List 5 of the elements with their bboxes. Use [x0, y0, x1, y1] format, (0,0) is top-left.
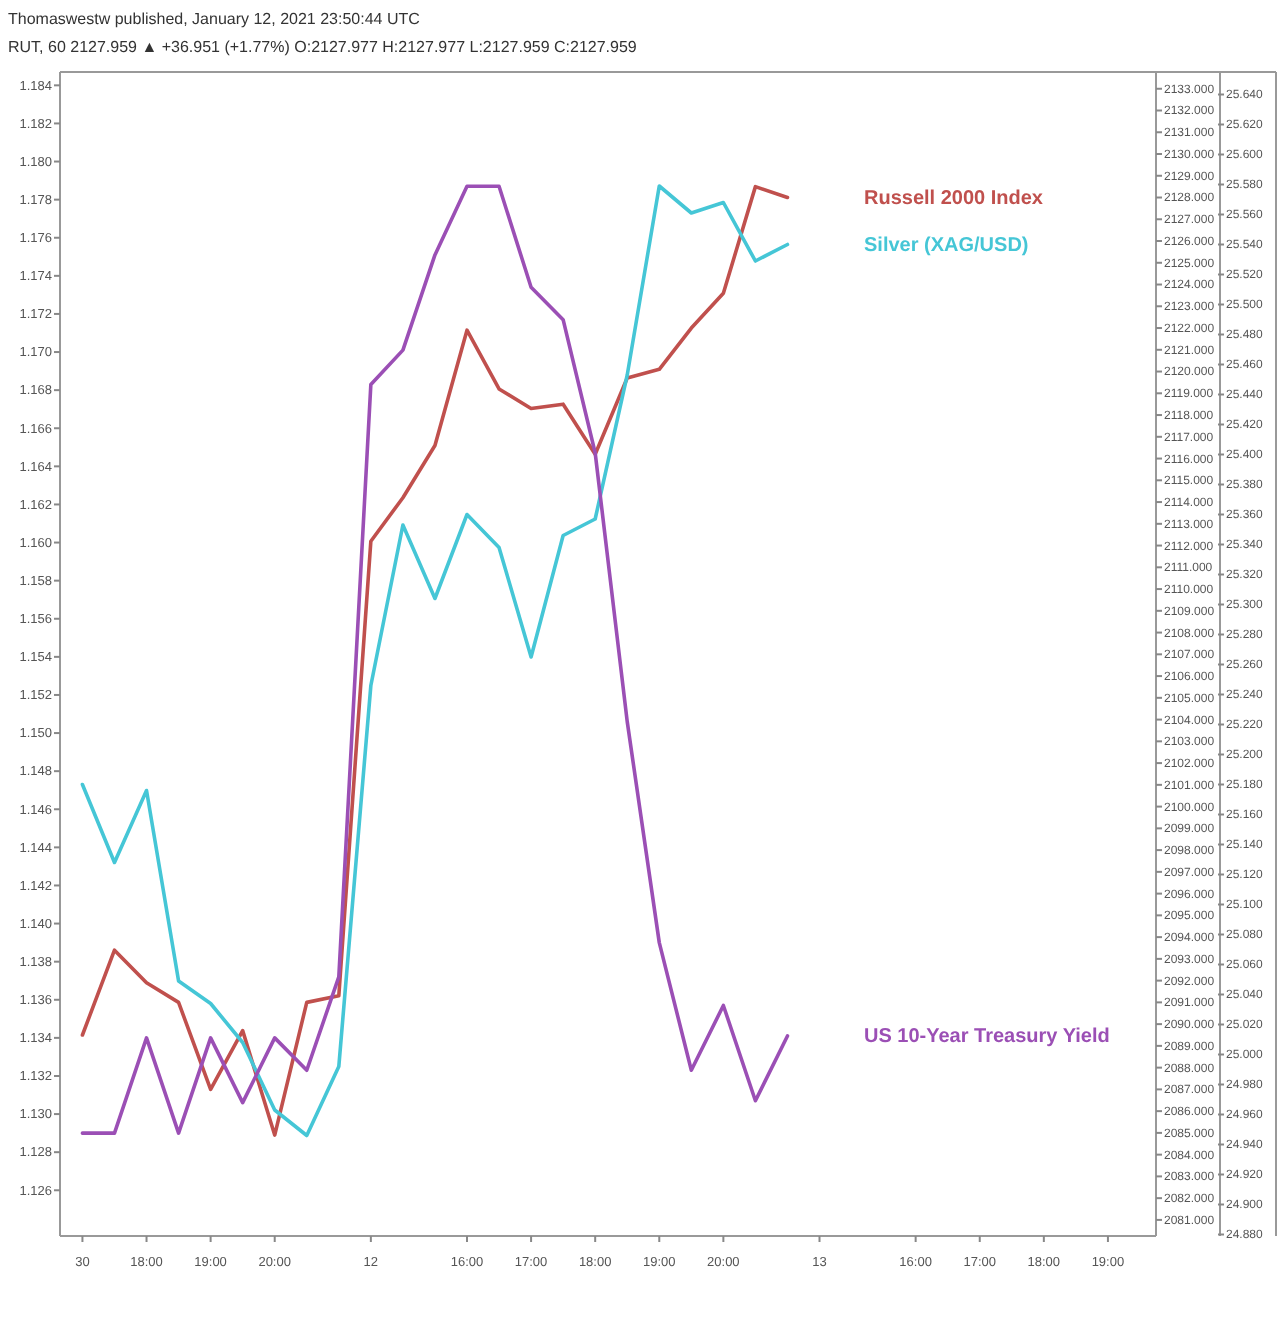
text: US 10-Year Treasury Yield: [864, 1025, 1110, 1048]
chart-subtitle: RUT, 60 2127.959 ▲ +36.951 (+1.77%) O:2127.977 H:2127.977 L:2127.959 C:2127.959: [8, 38, 638, 56]
chart-title: Thomaswestw published, January 12, 2021 23:50:44 UTC: [8, 10, 421, 28]
text: Silver (XAG/USD): [864, 234, 1029, 257]
text: Russell 2000 Index: [864, 187, 1044, 210]
